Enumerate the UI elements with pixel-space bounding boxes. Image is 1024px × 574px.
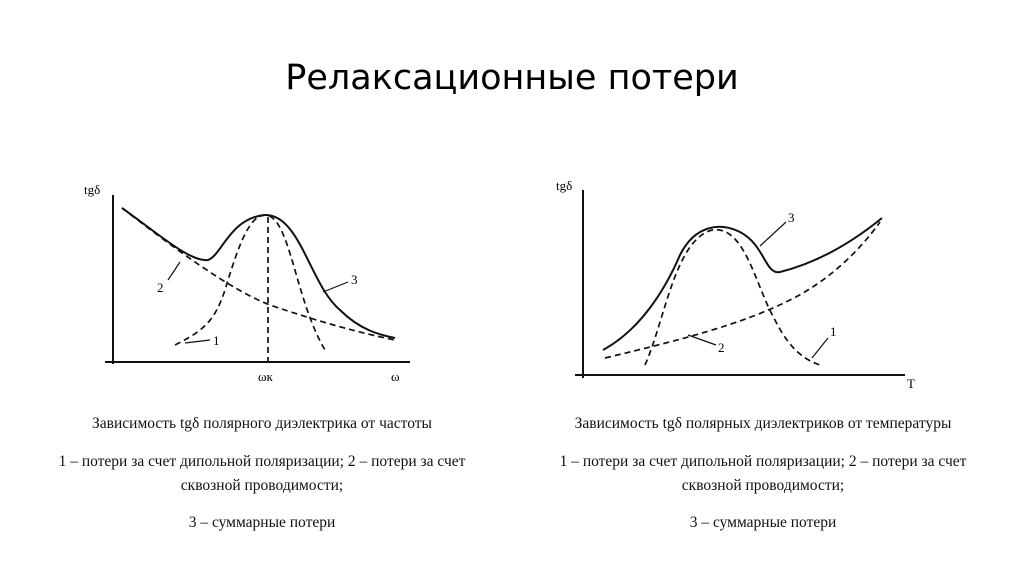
leader: [322, 281, 349, 293]
y-axis-label: tgδ: [84, 182, 100, 197]
curve-label: 2: [157, 280, 164, 295]
curve-2: [604, 221, 881, 359]
legend-line: 3 – суммарные потери: [188, 514, 336, 531]
x-axis-label: T: [907, 376, 915, 391]
curve-label: 3: [351, 272, 358, 287]
legend-line: 1 – потери за счет дипольной поляризации…: [58, 453, 466, 494]
leader: [184, 339, 211, 344]
legend-line: 1 – потери за счет дипольной поляризации…: [559, 453, 967, 494]
leader: [167, 261, 181, 281]
caption: Зависимость tgδ полярных диэлектриков от…: [574, 415, 952, 432]
temperature-diagram: tgδ T 1 2 3: [556, 178, 915, 391]
curve-label: 1: [830, 324, 837, 339]
curve-label: 2: [718, 340, 725, 355]
legend-line: 3 – суммарные потери: [689, 514, 837, 531]
curve-1: [174, 214, 326, 351]
y-axis-label: tgδ: [556, 178, 572, 193]
curve-3: [602, 217, 883, 351]
leader: [687, 334, 717, 346]
leader: [759, 221, 787, 247]
curve-label: 3: [788, 210, 795, 225]
curve-1: [644, 229, 821, 366]
x-axis-label: ω: [391, 369, 400, 384]
caption: Зависимость tgδ полярного диэлектрика от…: [92, 415, 432, 432]
frequency-diagram: tgδ ω ωк 1 2 3: [84, 182, 410, 384]
slide-title: Релаксационные потери: [285, 58, 739, 98]
curve-label: 1: [213, 333, 220, 348]
leader: [811, 337, 829, 359]
marker-label: ωк: [258, 369, 274, 384]
